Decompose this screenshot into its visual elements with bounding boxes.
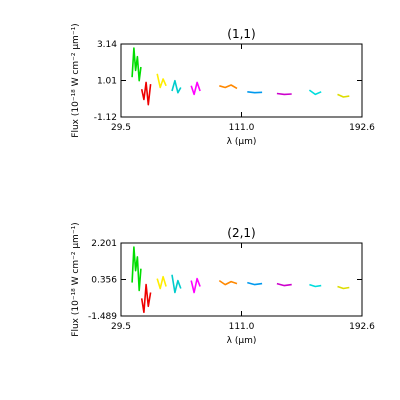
series-line-9 (308, 89, 322, 96)
series-line-8 (276, 92, 292, 96)
series-line-9 (309, 283, 322, 288)
plot-frame (120, 43, 363, 118)
y-tick-label: 0.356 (91, 276, 117, 286)
series-line-8 (276, 282, 292, 287)
series-line-4 (171, 274, 182, 294)
x-tick-label: 192.6 (349, 123, 375, 133)
series-line-6 (219, 84, 238, 90)
x-tick-label: 111.0 (229, 123, 255, 133)
x-axis-label: λ (μm) (227, 336, 257, 346)
series-line-3 (156, 73, 167, 89)
series-line-2 (140, 283, 152, 314)
panel-1: (1,1) 29.5 111.0 192.6 -1.12 1.01 3.14 λ (μm) Fl… (71, 23, 375, 147)
y-axis-label: Flux (10⁻¹⁸ W cm⁻² μm⁻¹) (71, 222, 81, 336)
series-line-10 (337, 93, 350, 98)
series-line-6 (218, 279, 238, 286)
x-tick-label: 192.6 (349, 322, 375, 332)
y-tick-label: 1.01 (97, 77, 117, 87)
series-line-7 (247, 91, 263, 94)
series-line-10 (337, 285, 350, 290)
series-line-5 (190, 277, 201, 294)
y-axis-label: Flux (10⁻¹⁸ W cm⁻² μm⁻¹) (71, 23, 81, 137)
panel-2: (2,1) 29.5 111.0 192.6 -1.489 0.356 2.201 λ (μm… (71, 222, 375, 346)
series-line-3 (156, 275, 167, 290)
x-tick-label: 29.5 (111, 322, 131, 332)
series-line-1 (131, 246, 142, 292)
y-tick-label: -1.489 (88, 312, 117, 322)
series-line-7 (247, 281, 263, 286)
chart-title: (2,1) (227, 226, 255, 240)
series-line-2 (140, 81, 152, 106)
series-line-4 (171, 79, 182, 94)
chart-title: (1,1) (227, 27, 255, 41)
y-tick-label: 3.14 (97, 40, 117, 50)
series-line-1 (131, 47, 142, 82)
x-tick-label: 111.0 (229, 322, 255, 332)
y-tick-label: 2.201 (91, 239, 117, 249)
y-tick-label: -1.12 (94, 113, 117, 123)
series-line-5 (190, 81, 201, 96)
x-axis-label: λ (μm) (227, 137, 257, 147)
x-tick-label: 29.5 (111, 123, 131, 133)
